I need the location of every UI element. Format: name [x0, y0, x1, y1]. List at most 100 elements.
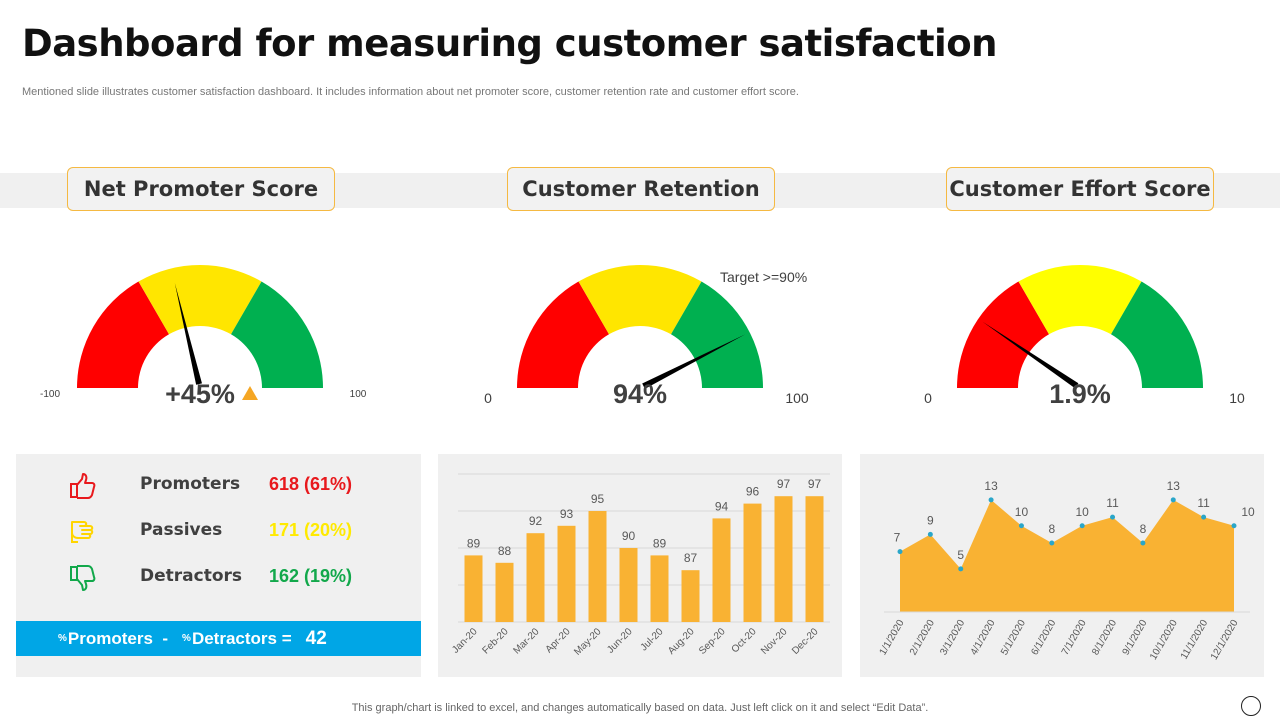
nps-result: 42 — [305, 627, 327, 649]
page-subtitle: Mentioned slide illustrates customer sat… — [22, 86, 799, 98]
point-data-label: 13 — [984, 479, 998, 493]
gauge-yellow-segment — [1018, 265, 1142, 335]
bar — [712, 518, 731, 622]
gauge-min-label: -100 — [40, 389, 60, 400]
formula-pct-2: % — [182, 633, 191, 644]
data-point — [1231, 523, 1237, 529]
bar — [557, 525, 576, 622]
thumbs-down-icon — [70, 565, 96, 591]
retention-bar-chart: 89 Jan-20 88 Feb-20 92 Mar-20 93 Apr-20 95 May-20… — [450, 473, 830, 658]
gauge-value-label: 94% — [613, 379, 667, 409]
x-tick-label: 8/1/2020 — [1090, 618, 1119, 658]
bar-data-label: 94 — [715, 499, 729, 513]
x-tick-label: Jan-20 — [450, 626, 480, 656]
data-point — [1170, 497, 1176, 503]
bar-data-label: 89 — [653, 536, 667, 550]
x-tick-label: 1/1/2020 — [878, 618, 907, 658]
point-data-label: 10 — [1076, 505, 1090, 519]
x-tick-label: Dec-20 — [790, 626, 821, 657]
kpi-title-nps: Net Promoter Score — [67, 167, 335, 211]
bar-data-label: 88 — [498, 544, 512, 558]
gauge-green-segment — [671, 281, 763, 388]
hand-icon — [71, 521, 94, 543]
x-tick-label: 7/1/2020 — [1060, 618, 1089, 658]
passives-label: Passives — [140, 520, 223, 540]
x-tick-label: May-20 — [572, 626, 604, 658]
point-data-label: 8 — [1140, 522, 1147, 536]
point-data-label: 10 — [1241, 505, 1255, 519]
bar-data-label: 87 — [684, 551, 698, 565]
data-point — [988, 497, 994, 503]
point-data-label: 8 — [1048, 522, 1055, 536]
page-title: Dashboard for measuring customer satisfa… — [22, 22, 997, 65]
x-tick-label: Apr-20 — [544, 626, 573, 655]
x-tick-label: Nov-20 — [759, 626, 790, 657]
formula-detractors: Detractors = — [191, 628, 292, 648]
data-point — [1079, 523, 1085, 529]
data-point — [927, 531, 933, 537]
bar-data-label: 97 — [808, 477, 822, 491]
x-tick-label: 9/1/2020 — [1121, 618, 1150, 658]
retention-gauge: 94% 0 100 Target >=90% — [484, 265, 809, 409]
circle-icon — [1241, 696, 1261, 716]
bar — [464, 555, 483, 622]
x-tick-label: 11/1/2020 — [1179, 618, 1211, 662]
gauge-needle — [174, 282, 202, 385]
x-tick-label: 5/1/2020 — [999, 618, 1028, 658]
gauge-min-label: 0 — [924, 390, 932, 406]
gauge-max-label: 100 — [350, 389, 367, 400]
data-point — [1140, 540, 1146, 546]
promoters-value: 618 (61%) — [269, 474, 353, 494]
effort-chart-panel: 7 1/1/2020 9 2/1/2020 5 3/1/2020 13 4/1/2020 10 5… — [860, 454, 1264, 677]
gauge-yellow-segment — [578, 265, 702, 335]
effort-area-chart: 7 1/1/2020 9 2/1/2020 5 3/1/2020 13 4/1/2020 10 5… — [878, 479, 1255, 662]
x-tick-label: Aug-20 — [666, 626, 697, 657]
gauge-green-segment — [1111, 281, 1203, 388]
bar-data-label: 89 — [467, 536, 481, 550]
gauge-red-segment — [77, 281, 169, 388]
bar — [805, 496, 824, 622]
bar — [681, 570, 700, 622]
gauge-needle — [642, 334, 746, 389]
bar — [588, 511, 607, 622]
gauge-min-label: 0 — [484, 390, 492, 406]
bar-data-label: 95 — [591, 492, 605, 506]
bar — [743, 503, 762, 622]
x-tick-label: Jul-20 — [639, 626, 666, 653]
thumbs-up-icon — [70, 473, 96, 499]
point-data-label: 13 — [1167, 479, 1181, 493]
bar — [495, 562, 514, 622]
x-tick-label: 6/1/2020 — [1029, 618, 1058, 658]
triangle-up-icon — [242, 386, 258, 400]
data-point — [1049, 540, 1055, 546]
x-tick-label: 10/1/2020 — [1148, 618, 1180, 662]
gauge-green-segment — [231, 281, 323, 388]
data-point — [958, 566, 964, 572]
gauge-max-label: 100 — [785, 390, 809, 406]
formula-pct-1: % — [58, 633, 67, 644]
data-point — [1110, 514, 1116, 520]
bar — [650, 555, 669, 622]
passives-row: Passives 171 (20%) — [16, 516, 421, 546]
x-tick-label: Mar-20 — [511, 626, 541, 656]
data-point — [1201, 514, 1207, 520]
bar — [619, 548, 638, 622]
bar-data-label: 92 — [529, 514, 543, 528]
detractors-row: Detractors 162 (19%) — [16, 562, 421, 592]
x-tick-label: 2/1/2020 — [908, 618, 937, 658]
point-data-label: 7 — [894, 531, 901, 545]
data-point — [1018, 523, 1024, 529]
x-tick-label: 12/1/2020 — [1209, 618, 1241, 662]
gauge-needle — [982, 321, 1079, 389]
bar — [774, 496, 793, 622]
point-data-label: 11 — [1197, 496, 1210, 510]
point-data-label: 11 — [1106, 496, 1119, 510]
detractors-label: Detractors — [140, 566, 243, 586]
x-tick-label: 3/1/2020 — [938, 618, 967, 658]
kpi-title-retention: Customer Retention — [507, 167, 775, 211]
x-tick-label: 4/1/2020 — [969, 618, 998, 658]
gauge-target-label: Target >=90% — [720, 269, 807, 285]
bar-data-label: 93 — [560, 507, 574, 521]
x-tick-label: Feb-20 — [480, 626, 510, 656]
x-tick-label: Oct-20 — [730, 626, 759, 655]
